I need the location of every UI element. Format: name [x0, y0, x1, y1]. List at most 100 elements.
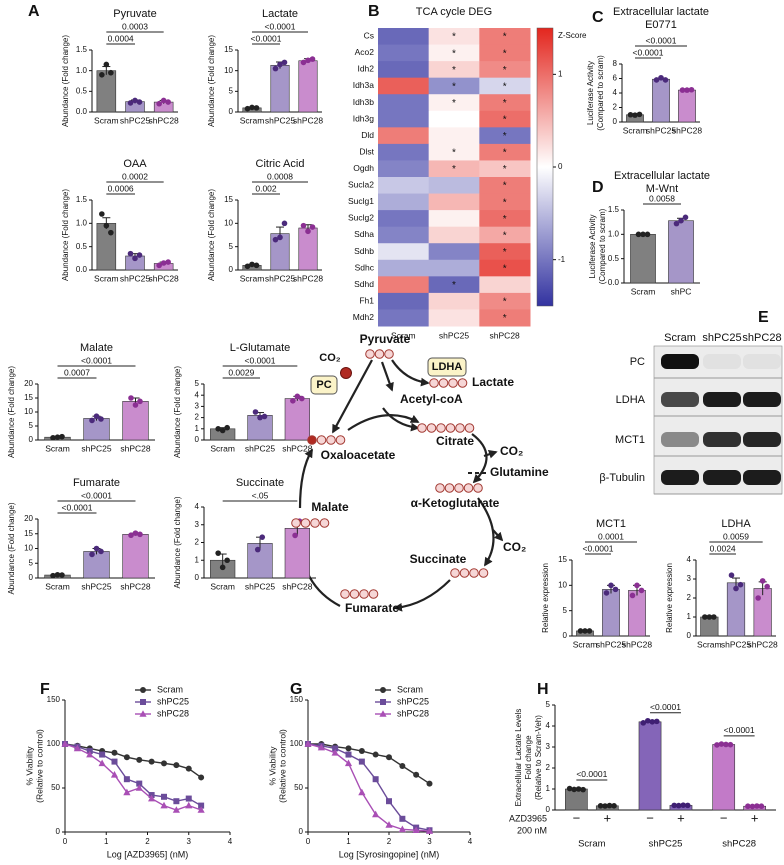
series-line	[307, 743, 430, 831]
y-tick-label: 5	[229, 86, 234, 95]
y-axis-label: (Compared to scram)	[596, 55, 605, 131]
significance-star: *	[503, 148, 507, 159]
heatmap-cell	[479, 44, 531, 62]
marker	[304, 740, 312, 747]
heatmap-cell	[428, 292, 480, 310]
comparison-label: 0.0004	[108, 33, 134, 43]
x-tick-label: shPC28	[282, 443, 313, 453]
data-point	[252, 409, 259, 415]
row-label: Dld	[361, 130, 374, 140]
chart-title: Extracellular lactate	[613, 6, 709, 18]
data-point	[98, 548, 104, 555]
significance-star: *	[452, 65, 456, 76]
data-point	[305, 57, 311, 64]
heatmap-cell	[479, 77, 531, 95]
heatmap-cell	[479, 210, 531, 228]
bar	[652, 78, 670, 123]
data-point	[635, 231, 642, 238]
heatmap-cell	[378, 309, 430, 327]
significance-star: *	[503, 230, 507, 241]
x-tick-label: +	[604, 810, 612, 825]
data-point	[644, 717, 651, 724]
pathway-label: α-Ketoglutarate	[411, 496, 500, 510]
y-tick-label: 20	[24, 514, 33, 523]
data-point	[54, 571, 61, 578]
marker	[185, 795, 192, 802]
y-tick-label: 50	[294, 783, 303, 792]
data-point	[611, 803, 617, 809]
data-point	[272, 236, 279, 243]
marker	[345, 751, 352, 758]
data-point	[640, 720, 647, 726]
data-point	[728, 572, 735, 578]
marker	[148, 794, 156, 802]
carbon-bead	[291, 518, 301, 528]
x-tick-label: Scram	[45, 581, 70, 591]
comparison-label: 0.0059	[723, 531, 749, 541]
significance-star: *	[503, 81, 507, 92]
carbon-bead	[457, 378, 468, 388]
data-point	[281, 59, 288, 66]
carbon-bead	[307, 435, 317, 445]
pathway-label: Glutamine	[490, 465, 549, 479]
comparison-label: 0.0006	[108, 183, 134, 193]
chart-title: M-Wnt	[646, 183, 678, 195]
marker	[136, 756, 143, 763]
data-point	[658, 74, 664, 81]
colorbar-tick-label: -1	[558, 255, 566, 264]
colorbar-tick-label: 0	[558, 162, 563, 171]
row-label: Sdha	[354, 229, 374, 239]
comparison-label: 0.0024	[710, 543, 736, 553]
x-tick-label: 4	[468, 837, 473, 846]
y-tick-label: 3	[546, 742, 551, 751]
comparison-label: <0.0001	[245, 355, 276, 365]
y-tick-label: 4	[546, 721, 551, 730]
data-point	[259, 534, 266, 540]
x-axis-label: Log [Syrosingopine] (nM)	[339, 849, 440, 859]
data-point	[682, 214, 689, 221]
y-tick-label: 0.0	[76, 107, 88, 116]
row-label: Idh3g	[353, 113, 375, 123]
marker	[136, 780, 143, 787]
marker	[160, 801, 168, 809]
data-point	[300, 222, 307, 229]
carbon-bead	[426, 423, 437, 433]
y-tick-label: 0	[195, 435, 200, 444]
chart-title: Citric Acid	[256, 158, 305, 170]
marker	[110, 771, 119, 778]
legend-label: Scram	[397, 684, 423, 694]
marker	[73, 744, 81, 752]
heatmap-cell	[479, 193, 531, 211]
data-point	[662, 77, 669, 83]
bar	[284, 398, 310, 441]
blot-band	[661, 432, 699, 447]
blot-column-label: Scram	[664, 332, 696, 344]
y-tick-label: 1.0	[76, 218, 88, 227]
panel-label: H	[537, 681, 549, 698]
x-tick-label: shPC28	[748, 639, 779, 649]
heatmap-cell	[479, 127, 531, 145]
heatmap-cell	[479, 177, 531, 195]
marker	[123, 788, 131, 796]
group-label: shPC25	[649, 839, 683, 850]
group-label: Scram	[578, 839, 606, 850]
data-point	[688, 86, 695, 93]
data-point	[714, 742, 720, 748]
marker	[425, 827, 434, 834]
blot-band	[743, 432, 781, 447]
y-tick-label: 2	[613, 103, 618, 112]
carbon-bead	[473, 483, 483, 493]
pathway-label: CO₂	[500, 444, 523, 458]
data-point	[108, 69, 114, 76]
data-point	[290, 398, 296, 404]
y-tick-label: 20	[24, 379, 33, 388]
y-tick-label: 2	[546, 763, 551, 772]
heatmap-cell	[378, 44, 430, 62]
comparison-label: <0.0001	[62, 502, 93, 512]
marker	[185, 765, 192, 772]
y-axis-label: Abundance (Fold change)	[207, 35, 216, 127]
pathway-label: Oxaloacetate	[321, 448, 396, 462]
marker	[135, 784, 143, 791]
data-point	[671, 802, 678, 809]
row-label: Idh2	[357, 64, 374, 74]
